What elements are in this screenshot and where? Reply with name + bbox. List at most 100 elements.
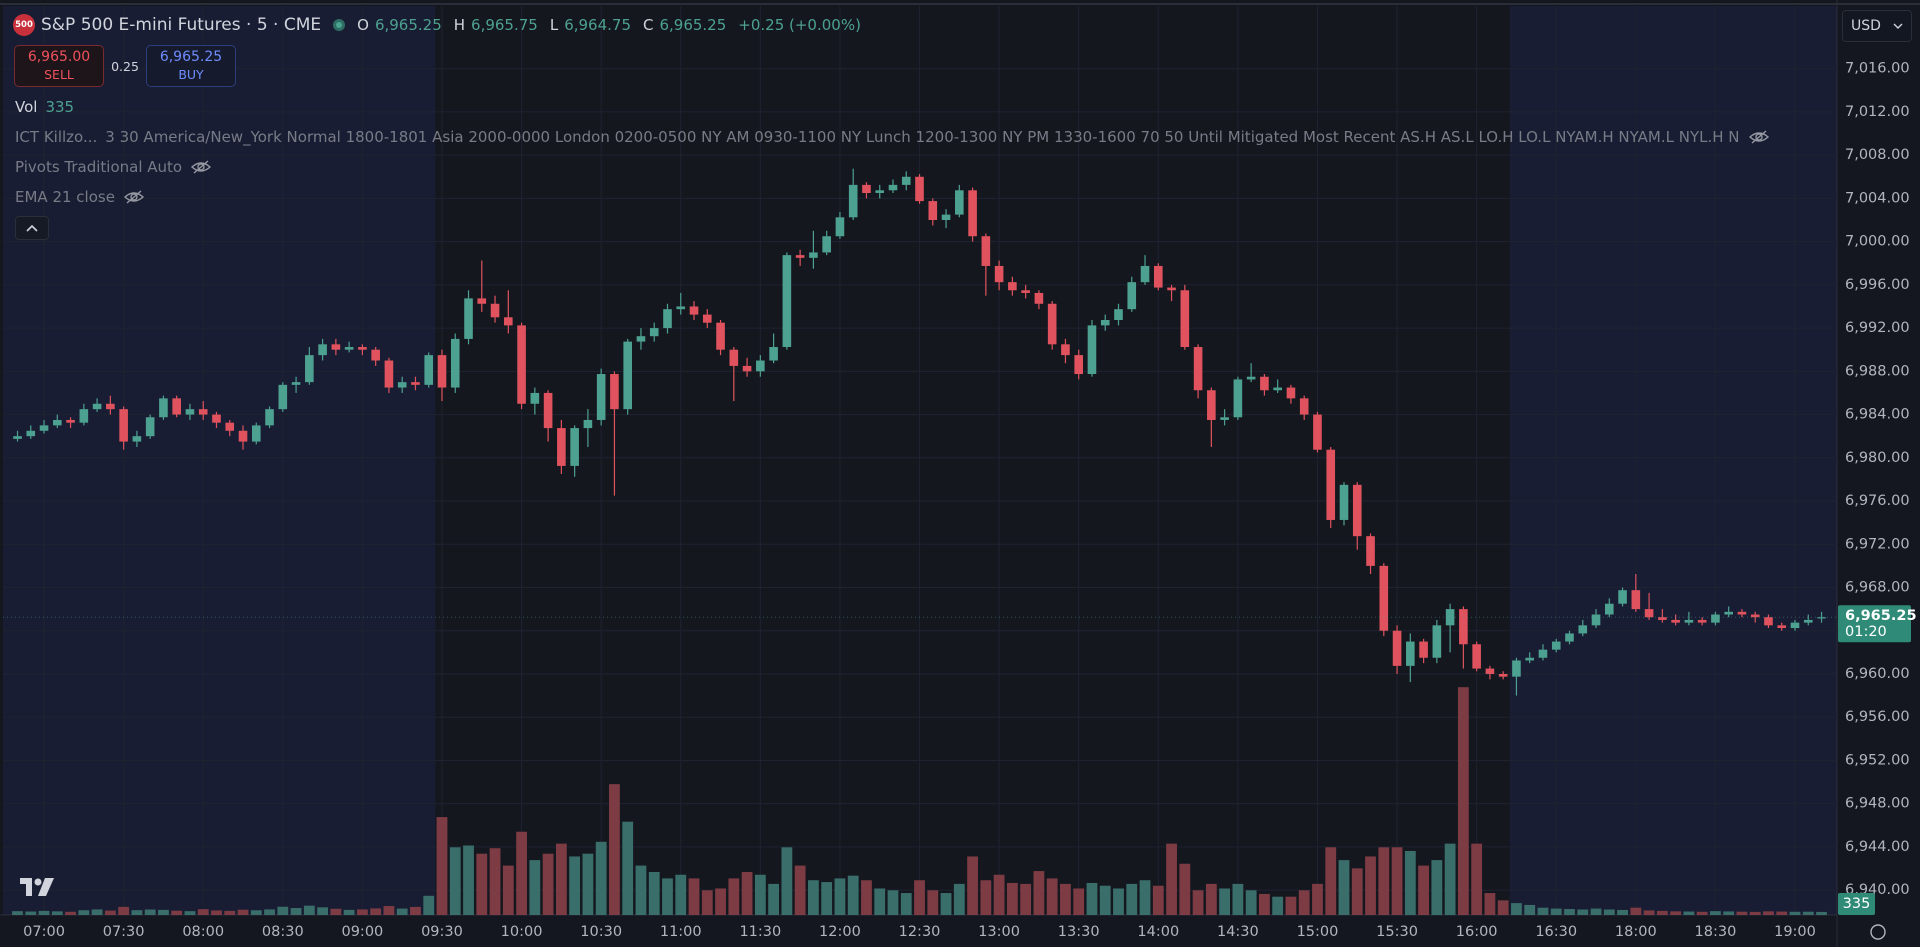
volume-bar (1086, 882, 1098, 915)
volume-bar (1457, 687, 1469, 915)
volume-bar (423, 895, 435, 915)
volume-bar (290, 908, 302, 915)
volume-bar (1192, 890, 1204, 915)
candle-body (384, 360, 394, 388)
indicator-legend[interactable]: EMA 21 close (15, 186, 145, 208)
candle-body (1299, 398, 1309, 415)
candle-body (92, 403, 102, 410)
volume-legend[interactable]: Vol 335 (15, 96, 74, 118)
trade-panel: 6,965.00 SELL 0.25 6,965.25 BUY (14, 45, 236, 87)
candle-body (424, 355, 434, 385)
candle-body (1326, 449, 1336, 520)
volume-bar (277, 906, 289, 915)
sell-button[interactable]: 6,965.00 SELL (14, 45, 104, 87)
volume-bar (834, 878, 846, 915)
x-tick-label: 18:00 (1615, 924, 1657, 940)
candle-body (1087, 325, 1097, 375)
x-tick-label: 07:00 (23, 924, 65, 940)
candle-body (1737, 611, 1747, 615)
volume-bar (542, 853, 554, 915)
x-tick-label: 07:30 (103, 924, 145, 940)
volume-bar (953, 883, 965, 915)
volume-bar (1696, 911, 1708, 915)
candle-body (1207, 390, 1216, 420)
volume-bar (1511, 903, 1522, 915)
volume-bar (622, 821, 634, 915)
candle-body (185, 409, 195, 415)
volume-bar (781, 847, 793, 915)
y-tick-label: 6,972.00 (1845, 536, 1910, 552)
collapse-legend-button[interactable] (15, 216, 49, 240)
buy-button[interactable]: 6,965.25 BUY (146, 45, 236, 87)
candle-body (344, 347, 354, 350)
volume-bar (887, 890, 899, 915)
hidden-icon[interactable] (1748, 129, 1770, 145)
candle-body (1817, 617, 1826, 619)
y-tick-label: 6,948.00 (1845, 796, 1910, 812)
candle-body (1512, 660, 1521, 677)
volume-bar (1259, 893, 1270, 915)
settings-icon (1870, 924, 1886, 940)
hidden-icon[interactable] (190, 159, 212, 175)
hidden-icon[interactable] (123, 189, 145, 205)
candle-body (198, 409, 208, 415)
volume-bar (224, 910, 236, 915)
candle-body (1697, 619, 1707, 623)
volume-bar (436, 817, 448, 915)
symbol-badge[interactable]: 500 (13, 14, 35, 36)
volume-bar (250, 910, 262, 915)
volume-bar (1723, 911, 1735, 915)
currency-selector[interactable]: USD (1842, 10, 1912, 42)
volume-bar (1285, 896, 1297, 915)
symbol-title[interactable]: S&P 500 E-mini Futures · 5 · CME (41, 15, 322, 35)
candle-body (1459, 609, 1468, 645)
y-tick-label: 6,952.00 (1845, 752, 1910, 768)
candle-body (1034, 292, 1044, 304)
candle-body (557, 428, 566, 466)
volume-bar (1564, 909, 1575, 915)
volume-bar (1590, 908, 1602, 915)
candle-body (1379, 565, 1389, 631)
volume-bar (1418, 865, 1429, 915)
indicator-legend[interactable]: ICT Killzo... 3 30 America/New_York Norm… (15, 126, 1770, 148)
session-shading (3, 6, 436, 915)
x-tick-label: 09:30 (421, 924, 463, 940)
x-tick-label: 18:30 (1695, 924, 1737, 940)
candle-body (1260, 376, 1269, 391)
last-price-label: 6,965.25 (1845, 608, 1917, 624)
y-tick-label: 7,016.00 (1845, 61, 1910, 77)
candle-body (875, 190, 885, 193)
candle-body (742, 365, 752, 372)
x-tick-label: 08:00 (182, 924, 224, 940)
volume-bar (847, 875, 859, 915)
ohlc-value: 6,964.75 (564, 16, 631, 34)
candle-body (809, 252, 818, 258)
volume-bar (1537, 907, 1549, 915)
volume-bar (675, 874, 687, 915)
volume-bar (1351, 868, 1363, 915)
volume-tag (1838, 893, 1875, 915)
x-tick-label: 12:30 (899, 924, 941, 940)
volume-bar (516, 831, 527, 915)
y-tick-label: 7,004.00 (1845, 190, 1910, 206)
chevron-down (1893, 23, 1903, 29)
volume-bar (1325, 847, 1337, 915)
indicator-name: Pivots Traditional Auto (15, 158, 183, 176)
volume-bar (264, 909, 275, 915)
volume-bar (1816, 911, 1827, 915)
tradingview-logo[interactable] (18, 876, 58, 898)
volume-bar (701, 890, 713, 915)
candle-body (53, 419, 62, 426)
volume-bar (529, 860, 541, 915)
volume-bar (1471, 843, 1483, 915)
candle-body (610, 374, 619, 410)
x-tick-label: 10:30 (580, 924, 622, 940)
indicator-legend[interactable]: Pivots Traditional Auto (15, 156, 212, 178)
volume-bar (211, 910, 222, 915)
volume-bar (502, 865, 514, 915)
volume-bar (1245, 890, 1257, 915)
volume-bar (104, 910, 116, 915)
candle-body (915, 176, 924, 202)
